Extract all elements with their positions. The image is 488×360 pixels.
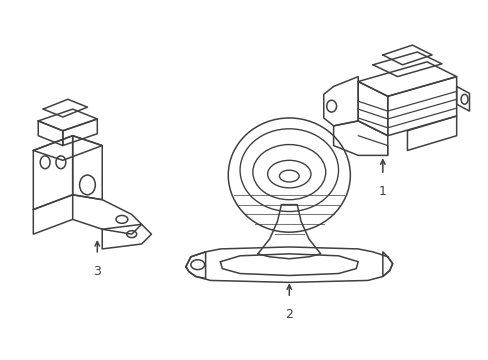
Text: 2: 2	[285, 308, 293, 321]
Text: 1: 1	[378, 185, 386, 198]
Text: 3: 3	[93, 265, 101, 278]
